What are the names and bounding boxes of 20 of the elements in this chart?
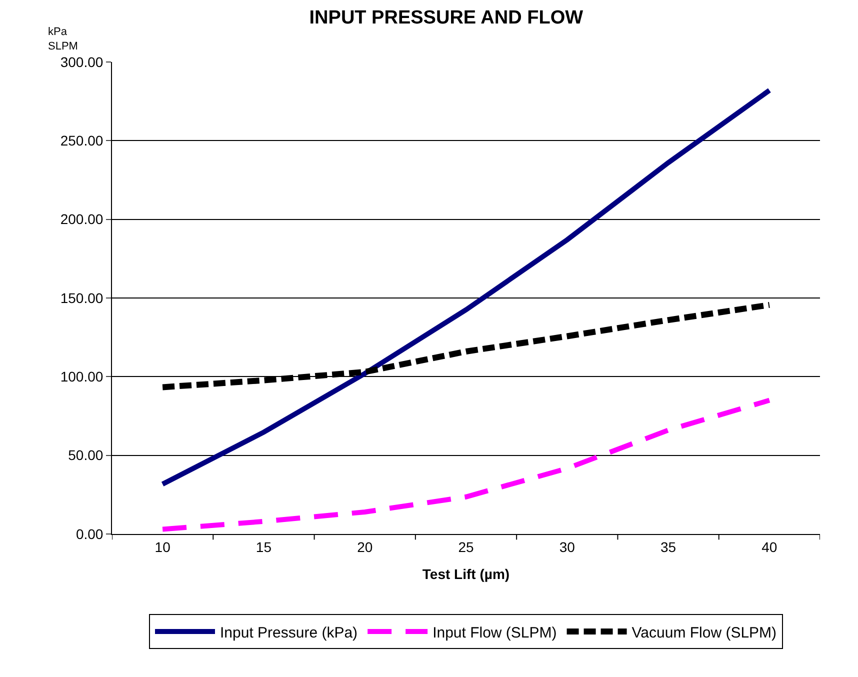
chart-title: INPUT PRESSURE AND FLOW [309, 7, 584, 28]
x-tick-label: 40 [762, 538, 778, 555]
y-tick-label: 0.00 [76, 526, 104, 542]
y-tick-label: 100.00 [60, 368, 104, 385]
x-tick-label: 20 [357, 538, 373, 555]
legend-label: Vacuum Flow (SLPM) [632, 624, 777, 642]
legend-label: Input Flow (SLPM) [432, 624, 557, 642]
y-tick-label: 50.00 [68, 447, 104, 464]
legend-label: Input Pressure (kPa) [220, 624, 358, 642]
x-tick-label: 30 [559, 538, 576, 555]
x-tick-label: 10 [154, 538, 171, 555]
y-tick-label: 150.00 [60, 290, 104, 306]
y-tick-label: 200.00 [60, 211, 104, 228]
x-tick-label: 15 [256, 538, 272, 555]
x-tick-label: 25 [458, 538, 474, 555]
y-tick-label: 300.00 [60, 54, 104, 70]
x-tick-label: 35 [660, 538, 676, 555]
y-axis-title: kPa SLPM [48, 26, 78, 52]
y-tick-label: 250.00 [60, 132, 104, 149]
x-axis-title: Test Lift (µm) [422, 566, 510, 582]
